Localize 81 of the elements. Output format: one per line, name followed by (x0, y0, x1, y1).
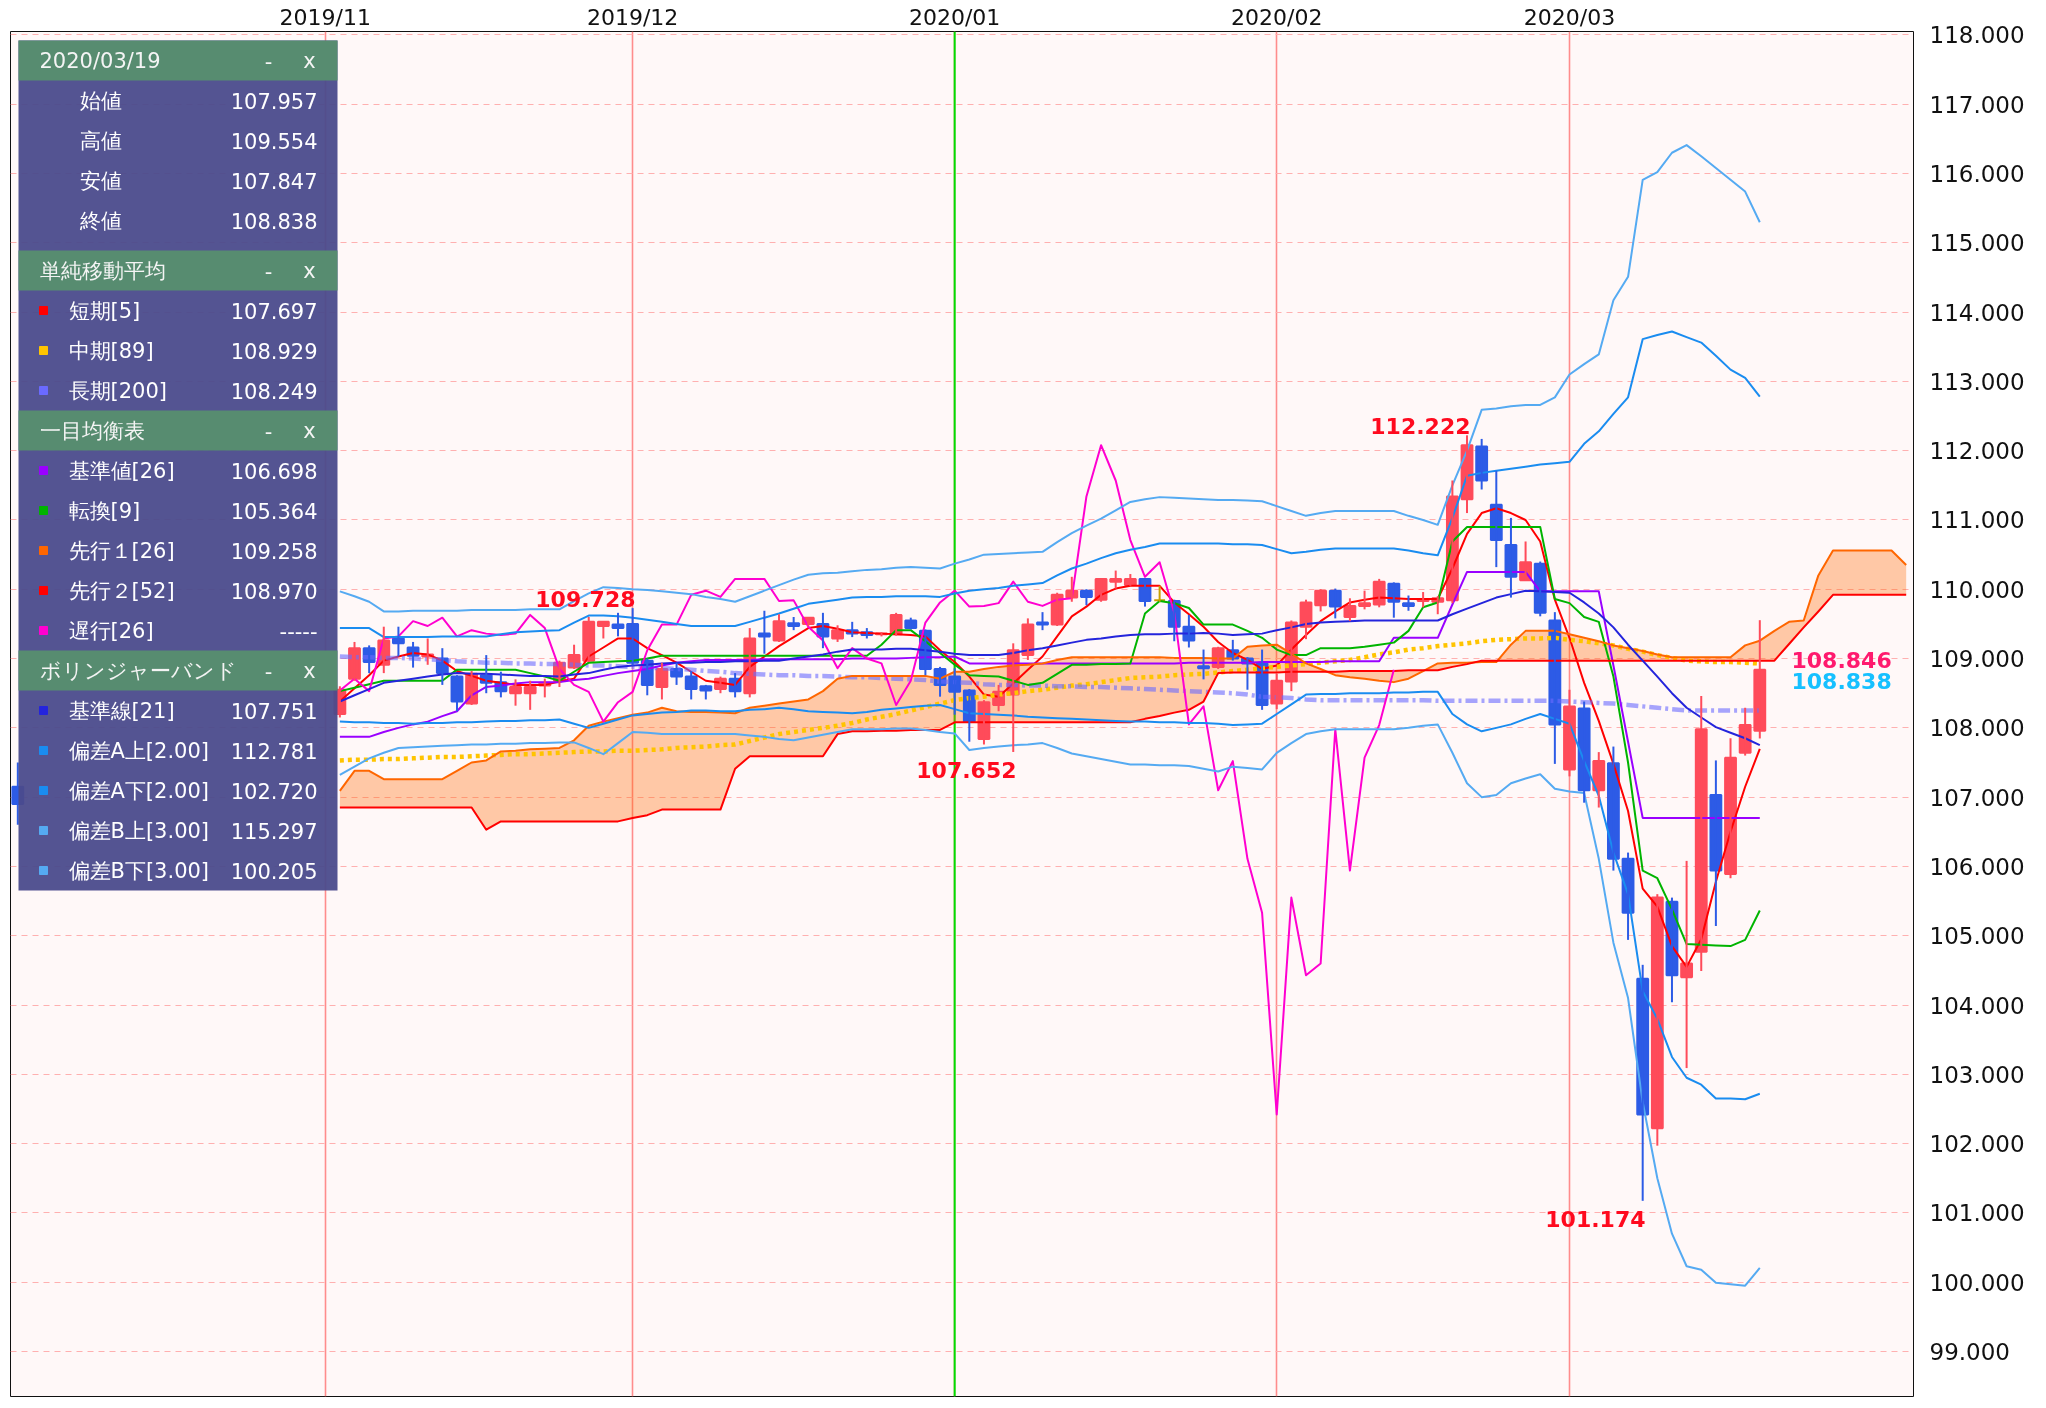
annotation: 106.698 (230, 459, 318, 484)
legend-label: 偏差B下[3.00] (68, 858, 210, 883)
y-tick-label: 115.000 (1929, 230, 2025, 257)
legend-label: 中期[89] (68, 338, 154, 363)
x-tick-label: 2019/12 (586, 4, 679, 30)
y-tick-label: 108.000 (1929, 715, 2025, 742)
line-series (338, 690, 1761, 1101)
annotation: 107.751 (230, 699, 318, 724)
legend-label: 偏差A上[2.00] (68, 738, 210, 763)
legend-label: 転換[9] (68, 498, 141, 523)
candlestick (1153, 584, 1167, 603)
y-tick-label: 113.000 (1929, 368, 2025, 395)
legend-label: 遅行[26] (68, 618, 154, 643)
legend-label: 長期[200] (68, 378, 167, 403)
line-series (338, 144, 1761, 613)
candlestick (904, 616, 918, 631)
y-tick-label: 111.000 (1929, 507, 2025, 534)
annotation: 101.174 (1545, 1206, 1646, 1232)
y-tick-label: 116.000 (1929, 161, 2025, 188)
annotation: 終値 (78, 208, 122, 233)
candlestick (1109, 569, 1123, 590)
y-tick-label: 101.000 (1929, 1200, 2025, 1227)
y-tick-label: 102.000 (1929, 1131, 2025, 1158)
y-tick-label: 117.000 (1929, 91, 2025, 118)
annotation: ----- (279, 619, 318, 644)
annotation: 109.554 (230, 129, 318, 154)
annotation: 112.222 (1370, 413, 1471, 439)
y-tick-label: 112.000 (1929, 438, 2025, 465)
legend-label: 偏差A下[2.00] (68, 778, 210, 803)
text: x (303, 658, 316, 683)
legend-label: 基準値[26] (68, 458, 175, 483)
annotation: ボリンジャーバンド (39, 658, 237, 683)
annotation: 100.205 (230, 859, 318, 884)
legend-label: 短期[5] (68, 298, 141, 323)
annotation: x (303, 48, 316, 73)
annotation: 108.929 (230, 339, 318, 364)
annotation: 107.847 (230, 169, 318, 194)
annotation: 108.970 (230, 579, 318, 604)
line-series (338, 723, 1761, 1287)
annotation: 107.957 (230, 89, 318, 114)
text: - (264, 259, 273, 284)
annotation: - (264, 49, 273, 74)
legend-label: 先行１[26] (68, 538, 175, 563)
annotation: 高値 (79, 128, 122, 153)
y-tick-label: 104.000 (1929, 992, 2025, 1019)
annotation: 単純移動平均 (39, 258, 166, 283)
annotation: 112.781 (230, 739, 318, 764)
legend-label: 基準線[21] (68, 698, 175, 723)
y-tick-label: 100.000 (1929, 1269, 2025, 1296)
candlestick (787, 615, 801, 632)
annotation: 2020/03/19 (39, 48, 161, 73)
legend-label: 先行２[52] (68, 578, 175, 603)
annotation: 安値 (79, 168, 122, 193)
annotation: 109.258 (230, 539, 318, 564)
text: x (303, 258, 316, 283)
candlestick (670, 661, 683, 686)
y-tick-label: 106.000 (1929, 853, 2025, 880)
annotation: 始値 (79, 88, 122, 113)
annotation: 115.297 (230, 819, 318, 844)
text: x (303, 418, 316, 443)
annotation: 107.697 (230, 299, 318, 324)
annotation: 105.364 (230, 499, 318, 524)
y-tick-label: 118.000 (1929, 22, 2025, 49)
x-tick-label: 2020/03 (1523, 4, 1616, 30)
x-tick-label: 2020/02 (1231, 4, 1323, 30)
y-tick-label: 109.000 (1929, 646, 2025, 673)
y-tick-label: 110.000 (1929, 576, 2025, 603)
annotation: 102.720 (230, 779, 318, 804)
y-tick-label: 107.000 (1929, 784, 2025, 811)
y-tick-label: 99.000 (1929, 1338, 2010, 1365)
y-tick-label: 114.000 (1929, 299, 2025, 326)
annotation: 108.249 (230, 379, 318, 404)
text: - (264, 419, 273, 444)
annotation: 一目均衡表 (39, 418, 145, 443)
x-tick-label: 2020/01 (908, 4, 1001, 30)
y-tick-label: 103.000 (1929, 1061, 2025, 1088)
x-tick-label: 2019/11 (279, 4, 371, 30)
legend-label: 偏差B上[3.00] (68, 818, 210, 843)
text: - (264, 659, 273, 684)
y-tick-label: 105.000 (1929, 923, 2025, 950)
annotation: 108.838 (230, 209, 318, 234)
